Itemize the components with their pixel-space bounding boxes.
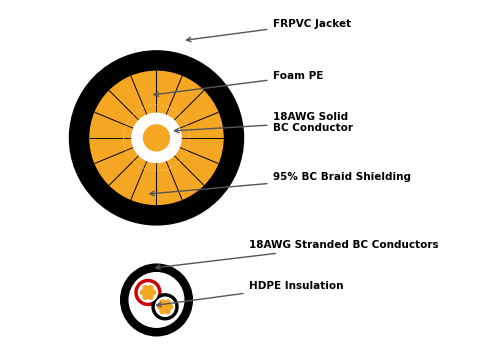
Circle shape [151, 290, 156, 295]
Circle shape [168, 304, 173, 309]
Circle shape [148, 295, 153, 299]
Circle shape [144, 125, 169, 151]
Text: Foam PE: Foam PE [154, 72, 323, 96]
Circle shape [160, 300, 165, 304]
Circle shape [160, 309, 165, 314]
Circle shape [143, 295, 148, 299]
Circle shape [162, 304, 168, 309]
Circle shape [135, 279, 161, 305]
Circle shape [152, 294, 178, 320]
Circle shape [132, 113, 181, 162]
Text: 18AWG Stranded BC Conductors: 18AWG Stranded BC Conductors [156, 240, 438, 269]
Circle shape [165, 309, 170, 314]
Circle shape [157, 304, 162, 309]
Circle shape [124, 106, 189, 170]
Text: 18AWG Solid
BC Conductor: 18AWG Solid BC Conductor [174, 112, 352, 133]
Circle shape [165, 300, 170, 304]
Circle shape [143, 286, 148, 290]
Circle shape [145, 290, 151, 295]
Circle shape [138, 283, 157, 302]
Circle shape [156, 297, 175, 316]
Circle shape [70, 51, 243, 225]
Text: 95% BC Braid Shielding: 95% BC Braid Shielding [150, 172, 410, 196]
Circle shape [129, 273, 184, 327]
Text: FRPVC Jacket: FRPVC Jacket [186, 19, 350, 42]
Circle shape [124, 106, 189, 170]
Circle shape [148, 286, 153, 290]
Circle shape [90, 71, 223, 204]
Circle shape [120, 264, 192, 336]
Text: HDPE Insulation: HDPE Insulation [156, 281, 343, 307]
Circle shape [141, 290, 145, 295]
